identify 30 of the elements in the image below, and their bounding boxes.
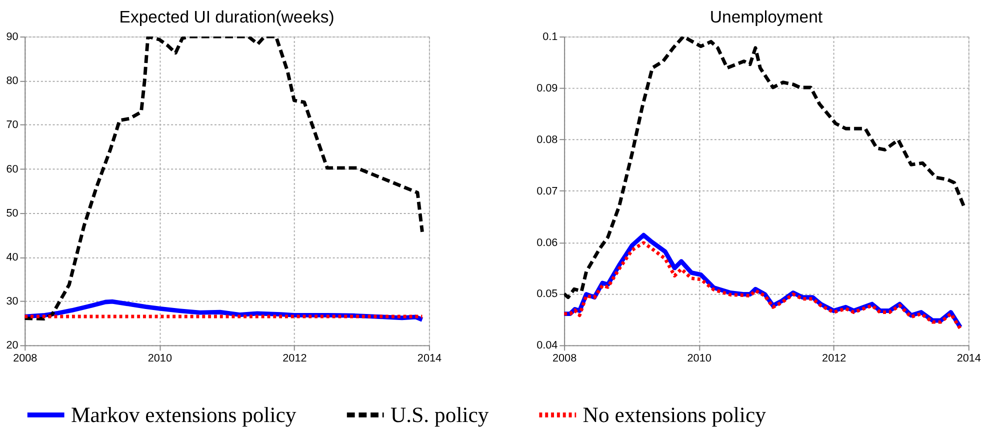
y-tick-label: 0.05 [536, 288, 558, 300]
chart-title: Unemployment [710, 8, 823, 27]
x-tick-label: 2008 [552, 352, 577, 364]
line-series [564, 36, 966, 300]
x-tick-label: 2008 [13, 352, 38, 364]
x-tick-label: 2014 [956, 352, 981, 364]
legend-label: U.S. policy [390, 402, 489, 427]
x-tick-label: 2010 [148, 352, 172, 364]
legend-label: No extensions policy [582, 402, 766, 427]
y-tick-label: 0.07 [536, 185, 558, 198]
y-tick-label: 40 [6, 251, 18, 264]
chart-title: Expected UI duration(weeks) [119, 8, 334, 27]
y-tick-label: 20 [6, 340, 18, 352]
y-tick-label: 30 [6, 296, 18, 308]
legend-label: Markov extensions policy [71, 402, 296, 427]
y-tick-label: 0.06 [536, 236, 558, 249]
x-tick-label: 2012 [282, 352, 307, 364]
y-tick-label: 90 [6, 30, 18, 43]
line-series [24, 36, 424, 320]
x-tick-label: 2012 [822, 352, 846, 364]
y-tick-label: 70 [6, 119, 18, 132]
y-tick-label: 0.08 [536, 134, 558, 146]
y-tick-label: 0.04 [536, 340, 558, 352]
y-tick-label: 50 [6, 207, 18, 220]
y-tick-label: 0.09 [536, 82, 558, 94]
y-tick-label: 80 [6, 75, 18, 88]
y-tick-label: 0.1 [542, 30, 558, 43]
y-tick-label: 60 [6, 163, 18, 176]
x-tick-label: 2014 [417, 352, 442, 364]
x-tick-label: 2010 [687, 352, 712, 364]
